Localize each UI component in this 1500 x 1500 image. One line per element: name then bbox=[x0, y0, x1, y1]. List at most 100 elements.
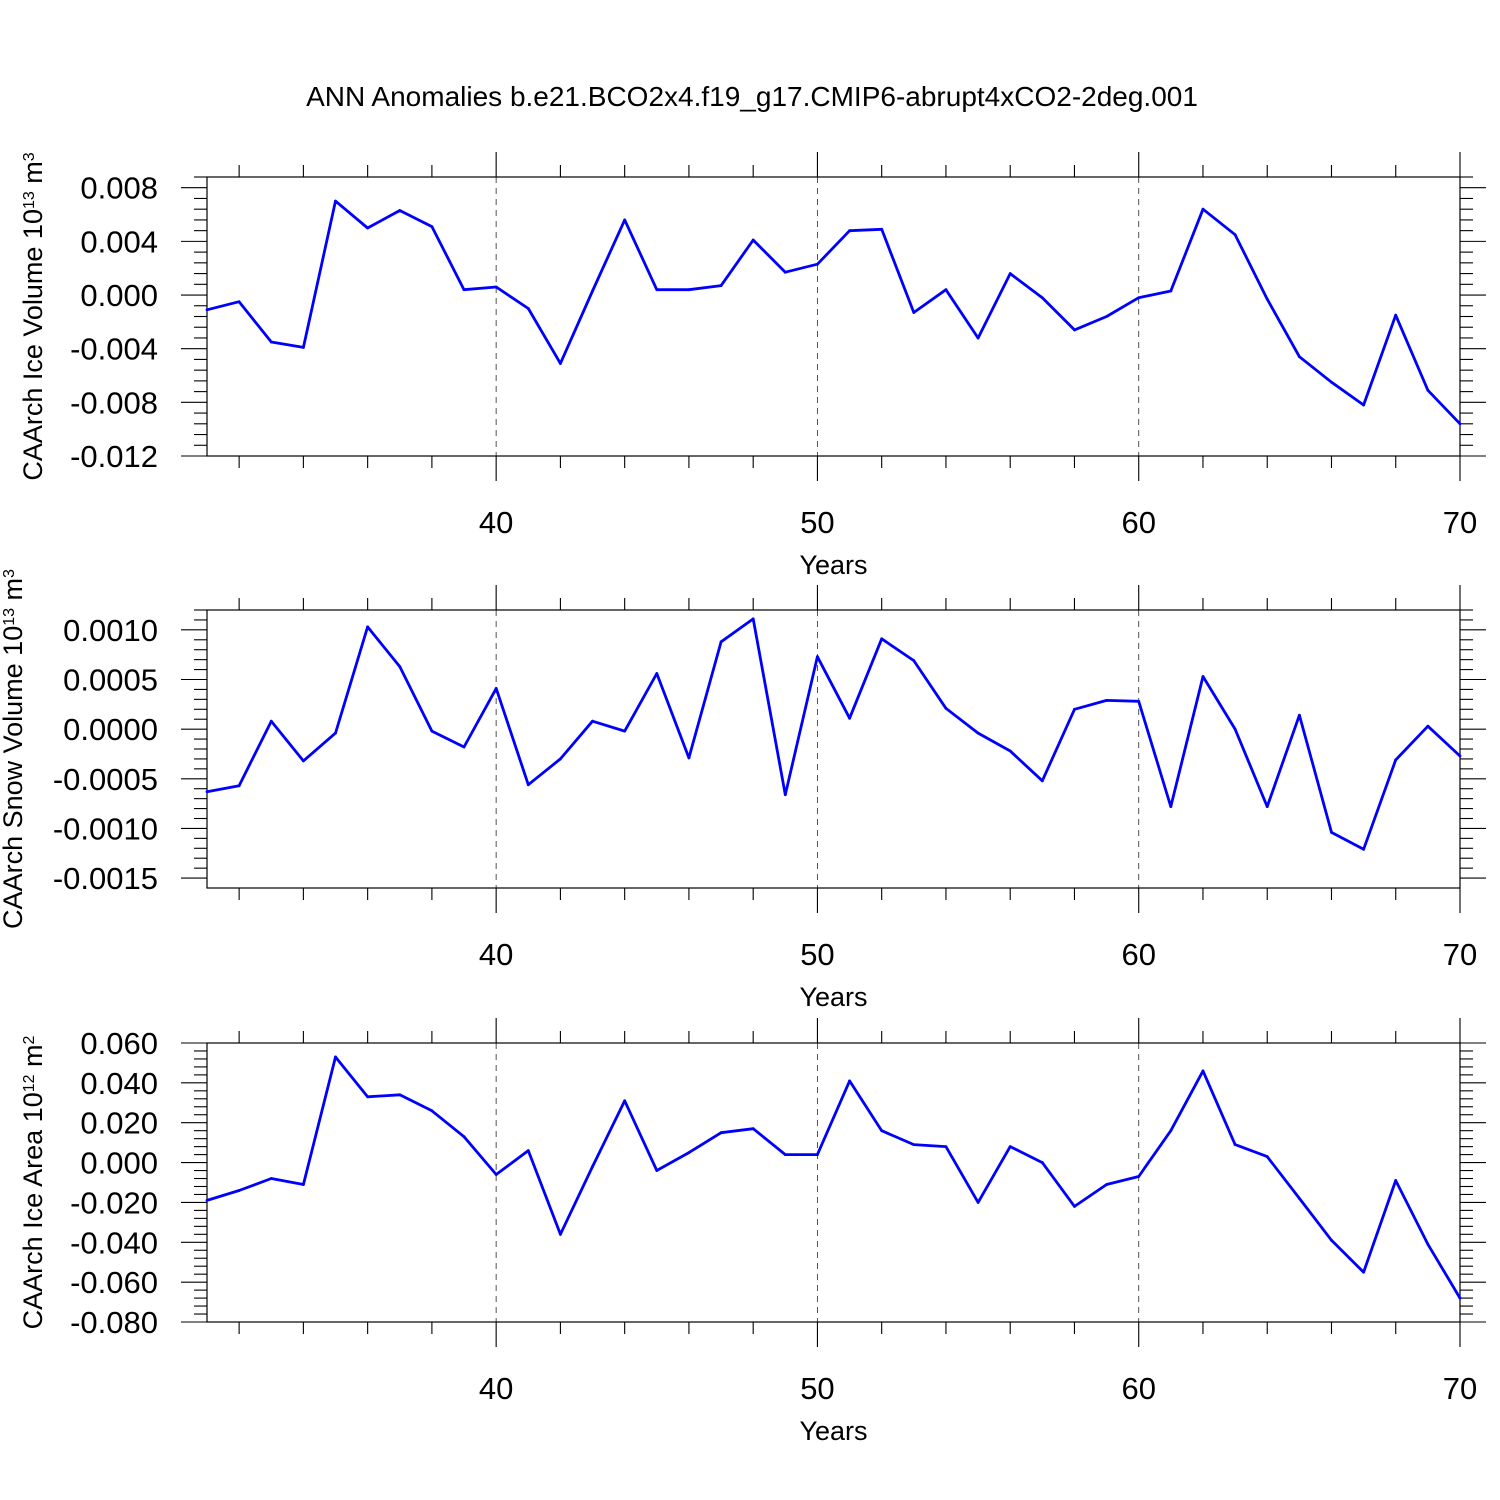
data-point bbox=[783, 270, 787, 274]
y-tick-label: 0.008 bbox=[80, 171, 158, 206]
y-axis-label: CAArch Ice Area 1012 m2 bbox=[18, 1035, 48, 1329]
y-axis-label-text: CAArch Snow Volume 10 bbox=[0, 626, 28, 929]
y-axis-label-superscript: 13 bbox=[1, 608, 18, 626]
data-point bbox=[494, 285, 498, 289]
x-axis-label: Years bbox=[799, 550, 867, 580]
data-point bbox=[1105, 315, 1108, 318]
y-axis-label-superscript: 2 bbox=[21, 1035, 38, 1044]
y-tick-label: 0.020 bbox=[80, 1106, 158, 1141]
data-point bbox=[1040, 1161, 1044, 1164]
data-point bbox=[591, 719, 594, 723]
data-point bbox=[1169, 805, 1173, 808]
data-point bbox=[334, 199, 337, 203]
data-point bbox=[1073, 328, 1076, 332]
data-point bbox=[430, 225, 434, 229]
data-point bbox=[366, 226, 370, 230]
panel-1: 40 50 60 70 Years 0.008 0.004 0.000 -0.004 -0.008… bbox=[18, 152, 1486, 580]
x-tick-label: 60 bbox=[1121, 505, 1155, 540]
data-point bbox=[398, 209, 402, 212]
series-line bbox=[206, 199, 1462, 425]
y-tick-label: 0.000 bbox=[80, 1146, 158, 1181]
data-point bbox=[559, 1232, 562, 1236]
data-point bbox=[1008, 749, 1012, 753]
data-point bbox=[912, 1143, 916, 1147]
y-tick-label: -0.012 bbox=[70, 439, 158, 474]
x-tick-label: 50 bbox=[800, 505, 834, 540]
data-point bbox=[430, 729, 434, 733]
data-point bbox=[591, 1165, 594, 1168]
data-point bbox=[1458, 1296, 1462, 1300]
data-point bbox=[205, 790, 209, 794]
y-tick-label: 0.0010 bbox=[63, 613, 158, 648]
y-axis-label-text: m bbox=[0, 578, 28, 608]
y-tick-label: 0.0005 bbox=[63, 663, 158, 698]
data-point bbox=[1233, 1143, 1237, 1147]
data-point bbox=[944, 288, 948, 292]
x-tick-label: 60 bbox=[1121, 937, 1155, 972]
data-point bbox=[1008, 272, 1012, 275]
data-point bbox=[366, 1095, 370, 1099]
data-point bbox=[205, 1199, 209, 1202]
data-point bbox=[912, 659, 916, 663]
y-axis-label-text: m bbox=[18, 161, 48, 191]
y-tick-label: 0.000 bbox=[80, 278, 158, 313]
data-point bbox=[1426, 388, 1430, 392]
data-point bbox=[205, 308, 209, 312]
x-tick-label: 40 bbox=[479, 505, 513, 540]
data-point bbox=[751, 1127, 755, 1131]
data-point bbox=[816, 262, 819, 266]
data-point bbox=[944, 1145, 948, 1149]
data-point bbox=[848, 1079, 851, 1083]
data-point bbox=[976, 336, 980, 340]
data-point bbox=[559, 362, 562, 365]
data-point bbox=[880, 227, 884, 231]
data-point bbox=[687, 1151, 691, 1155]
y-tick-label: -0.080 bbox=[70, 1305, 158, 1340]
data-point bbox=[1040, 779, 1044, 783]
data-point bbox=[334, 1055, 337, 1059]
x-tick-label: 70 bbox=[1443, 937, 1477, 972]
y-axis-label: CAArch Ice Volume 1013 m3 bbox=[18, 152, 48, 480]
y-tick-label: 0.040 bbox=[80, 1066, 158, 1101]
data-point bbox=[783, 1153, 787, 1156]
data-point bbox=[848, 716, 851, 720]
data-point bbox=[1426, 1242, 1430, 1246]
data-point bbox=[1265, 805, 1269, 808]
data-point bbox=[1394, 313, 1398, 317]
data-point bbox=[687, 288, 691, 292]
data-point bbox=[462, 1135, 466, 1139]
data-point bbox=[559, 757, 562, 761]
series-line bbox=[206, 1055, 1462, 1299]
data-point bbox=[1265, 297, 1269, 301]
data-point bbox=[751, 238, 755, 242]
data-point bbox=[1105, 1183, 1108, 1186]
data-point bbox=[1362, 847, 1366, 851]
data-point bbox=[334, 731, 337, 735]
data-point bbox=[623, 218, 627, 222]
data-point bbox=[783, 793, 787, 797]
data-point bbox=[526, 783, 530, 787]
data-point bbox=[1201, 207, 1205, 211]
data-point bbox=[1169, 289, 1173, 293]
data-point bbox=[751, 617, 755, 621]
data-point bbox=[880, 637, 884, 641]
y-axis-label-text: CAArch Ice Volume 10 bbox=[18, 209, 48, 481]
data-point bbox=[269, 340, 273, 344]
data-point bbox=[976, 731, 980, 735]
y-tick-label: 0.060 bbox=[80, 1026, 158, 1061]
data-point bbox=[237, 784, 241, 788]
data-point bbox=[719, 1131, 723, 1135]
x-tick-label: 50 bbox=[800, 937, 834, 972]
y-tick-label: -0.0015 bbox=[53, 861, 158, 896]
data-point bbox=[655, 672, 659, 675]
x-tick-label: 70 bbox=[1443, 505, 1477, 540]
data-point bbox=[1426, 724, 1430, 728]
x-tick-label: 60 bbox=[1121, 1371, 1155, 1406]
data-point bbox=[1265, 1155, 1269, 1158]
y-tick-label: -0.020 bbox=[70, 1185, 158, 1220]
x-tick-label: 50 bbox=[800, 1371, 834, 1406]
y-axis-label-superscript: 12 bbox=[21, 1074, 38, 1092]
panel-3: 40 50 60 70 Years 0.060 0.040 0.020 0.000 -0.020 -… bbox=[18, 1018, 1486, 1446]
data-point bbox=[848, 229, 851, 233]
data-point bbox=[1040, 296, 1044, 300]
